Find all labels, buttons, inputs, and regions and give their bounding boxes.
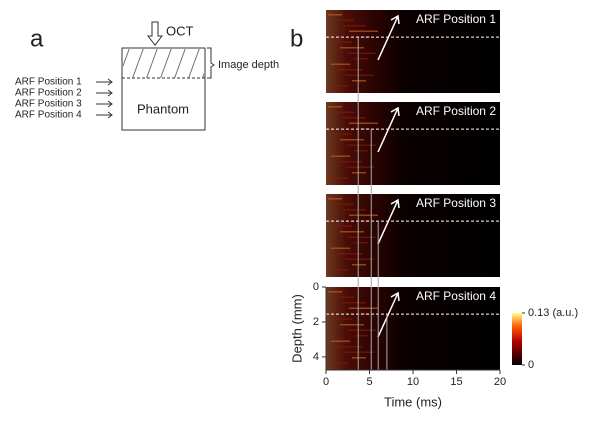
heatmap-streak (338, 69, 362, 71)
heatmap-streak (329, 269, 348, 271)
position-label: ARF Position 1 (15, 77, 82, 88)
panel-title: ARF Position 1 (416, 12, 496, 26)
heatmap-signal (326, 287, 500, 370)
heatmap-streak (340, 47, 364, 49)
heatmap-streak (354, 335, 368, 337)
panel-title: ARF Position 3 (416, 196, 496, 210)
heatmap-streak (352, 80, 366, 82)
panel-label: a (30, 25, 44, 52)
heatmap-streak (329, 362, 348, 364)
heatmap-streak (328, 106, 342, 108)
colorbar-label: 0.13 (a.u.) (528, 307, 578, 319)
x-tick-label: 20 (494, 376, 506, 388)
heatmap-streak (335, 19, 354, 21)
colorbar (512, 313, 522, 365)
heatmap-streak (331, 63, 350, 65)
heatmap-streak (333, 133, 352, 135)
x-tick-label: 15 (450, 376, 462, 388)
colorbar-label: 0 (528, 359, 534, 371)
heatmap-streak (331, 155, 350, 157)
heatmap-streak (354, 58, 368, 60)
heatmap-streak (345, 258, 374, 260)
heatmap-streak (329, 85, 348, 87)
position-arrow (96, 78, 113, 86)
heatmap-signal (326, 10, 500, 93)
heatmap-streak (329, 177, 348, 179)
heatmap-streak (328, 14, 342, 16)
arrow (377, 198, 400, 245)
heatmap-streak (347, 329, 376, 331)
heatmap-streak (328, 291, 342, 293)
position-arrow (96, 89, 113, 97)
oct-arrow (146, 21, 164, 46)
heatmap-streak (340, 139, 364, 141)
y-tick-label: 4 (313, 351, 319, 363)
heatmap-streak (340, 324, 364, 326)
heatmap-streak (349, 307, 378, 309)
position-label: ARF Position 2 (15, 88, 82, 99)
image-depth-label: Image depth (218, 59, 279, 71)
heatmap-streak (347, 144, 376, 146)
oct-label: OCT (166, 23, 194, 38)
heatmap-signal (326, 194, 500, 277)
heatmap-streak (338, 253, 362, 255)
y-tick-label: 2 (313, 316, 319, 328)
heatmap-streak (338, 346, 362, 348)
heatmap-streak (347, 236, 376, 238)
heatmap-streak (333, 41, 352, 43)
heatmap-streak (328, 198, 342, 200)
x-tick-label: 0 (323, 376, 329, 388)
arrow (377, 106, 400, 153)
arrow (377, 291, 400, 338)
heatmap-streak (335, 203, 354, 205)
heatmap-streak (352, 357, 366, 359)
heatmap-streak (352, 264, 366, 266)
x-tick-label: 10 (407, 376, 419, 388)
heatmap-streak (340, 231, 364, 233)
brace (207, 47, 215, 79)
x-tick-label: 5 (366, 376, 372, 388)
position-label: ARF Position 3 (15, 99, 82, 110)
heatmap-streak (354, 242, 368, 244)
panel-title: ARF Position 4 (416, 289, 496, 303)
heatmap-streak (342, 209, 366, 211)
heatmap-streak (333, 225, 352, 227)
y-tick-label: 0 (313, 281, 319, 293)
heatmap-streak (349, 122, 378, 124)
heatmap-signal (326, 102, 500, 185)
heatmap-streak (352, 172, 366, 174)
heatmap-streak (331, 247, 350, 249)
panel-label: b (290, 25, 303, 52)
heatmap-streak (335, 296, 354, 298)
position-arrow (96, 111, 113, 119)
heatmap-streak (349, 214, 378, 216)
y-axis-label: Depth (mm) (289, 294, 304, 363)
heatmap-streak (345, 74, 374, 76)
heatmap-streak (342, 302, 366, 304)
x-axis-label: Time (ms) (384, 394, 442, 409)
heatmap-streak (342, 25, 366, 27)
position-label: ARF Position 4 (15, 110, 82, 121)
heatmap-streak (338, 161, 362, 163)
heatmap-streak (333, 318, 352, 320)
position-arrow (96, 100, 113, 108)
heatmap-streak (345, 351, 374, 353)
heatmap-streak (349, 30, 378, 32)
arrow (377, 14, 400, 61)
heatmap-streak (354, 150, 368, 152)
panel-title: ARF Position 2 (416, 104, 496, 118)
heatmap-streak (345, 166, 374, 168)
heatmap-streak (335, 111, 354, 113)
phantom-label: Phantom (137, 101, 189, 116)
imaged-region (123, 49, 204, 78)
heatmap-streak (342, 117, 366, 119)
heatmap-streak (331, 340, 350, 342)
heatmap-streak (347, 52, 376, 54)
